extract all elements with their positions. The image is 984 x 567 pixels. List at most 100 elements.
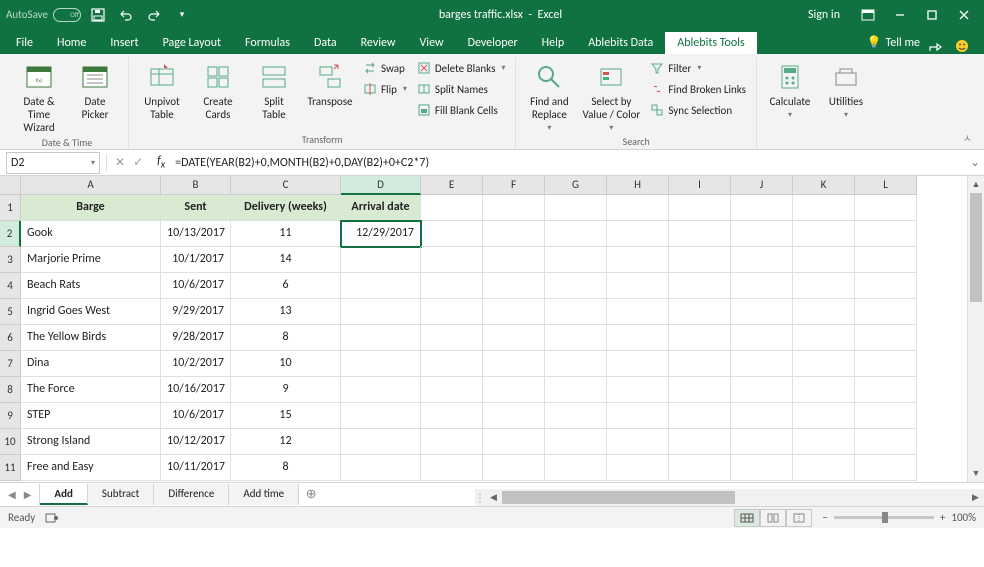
cell-empty[interactable]: [483, 273, 545, 299]
cancel-fx-icon[interactable]: ✕: [115, 155, 125, 170]
cell[interactable]: STEP: [21, 403, 161, 429]
cell[interactable]: 11: [231, 221, 341, 247]
cell[interactable]: 10/16/2017: [161, 377, 231, 403]
cell[interactable]: 8: [231, 325, 341, 351]
select-by-value-button[interactable]: Select by Value / Color▾: [580, 59, 642, 133]
undo-icon[interactable]: [115, 4, 137, 26]
select-all-corner[interactable]: [0, 176, 21, 195]
cell[interactable]: Gook: [21, 221, 161, 247]
cell-empty[interactable]: [483, 247, 545, 273]
cell[interactable]: [341, 247, 421, 273]
zoom-in-icon[interactable]: +: [940, 511, 945, 524]
cell-empty[interactable]: [855, 247, 917, 273]
cell-empty[interactable]: [669, 221, 731, 247]
cell-empty[interactable]: [669, 247, 731, 273]
cell[interactable]: 9: [231, 377, 341, 403]
delete-blanks-button[interactable]: Delete Blanks▾: [415, 59, 507, 77]
cell-empty[interactable]: [607, 377, 669, 403]
ribbon-options-icon[interactable]: [854, 2, 882, 28]
cell-empty[interactable]: [731, 299, 793, 325]
cell-empty[interactable]: [607, 247, 669, 273]
cell-empty[interactable]: [545, 195, 607, 221]
cell-empty[interactable]: [607, 403, 669, 429]
smiley-icon[interactable]: [954, 38, 980, 54]
add-sheet-icon[interactable]: ⊕: [299, 487, 323, 502]
autosave-switch[interactable]: Off: [53, 8, 81, 22]
cell-empty[interactable]: [793, 377, 855, 403]
col-header-G[interactable]: G: [545, 176, 607, 195]
cell-empty[interactable]: [731, 247, 793, 273]
cell-empty[interactable]: [483, 429, 545, 455]
cell[interactable]: 6: [231, 273, 341, 299]
tab-ablebits-tools[interactable]: Ablebits Tools: [665, 32, 756, 54]
cell-empty[interactable]: [793, 325, 855, 351]
col-header-H[interactable]: H: [607, 176, 669, 195]
cell-empty[interactable]: [731, 221, 793, 247]
cell-empty[interactable]: [545, 377, 607, 403]
cell-empty[interactable]: [731, 325, 793, 351]
cell[interactable]: 13: [231, 299, 341, 325]
cell-empty[interactable]: [421, 325, 483, 351]
cell-empty[interactable]: [855, 429, 917, 455]
cell-empty[interactable]: [483, 351, 545, 377]
find-replace-button[interactable]: Find and Replace▾: [524, 59, 574, 133]
sheet-tab-add-time[interactable]: Add time: [229, 484, 299, 505]
tab-formulas[interactable]: Formulas: [233, 32, 302, 54]
row-header-8[interactable]: 8: [0, 377, 21, 403]
create-cards-button[interactable]: Create Cards: [193, 59, 243, 121]
cell[interactable]: [341, 351, 421, 377]
cell[interactable]: 9/28/2017: [161, 325, 231, 351]
cell-empty[interactable]: [545, 455, 607, 481]
cell-empty[interactable]: [483, 377, 545, 403]
cell-empty[interactable]: [483, 299, 545, 325]
cell-empty[interactable]: [793, 195, 855, 221]
cell[interactable]: 8: [231, 455, 341, 481]
cell-empty[interactable]: [669, 455, 731, 481]
cell-empty[interactable]: [483, 221, 545, 247]
cell-empty[interactable]: [855, 299, 917, 325]
formula-input[interactable]: =DATE(YEAR(B2)+0,MONTH(B2)+0,DAY(B2)+0+C…: [171, 156, 966, 170]
cell-empty[interactable]: [793, 403, 855, 429]
cell-empty[interactable]: [607, 299, 669, 325]
sheet-tab-add[interactable]: Add: [40, 484, 87, 505]
tab-data[interactable]: Data: [302, 32, 349, 54]
cell-empty[interactable]: [669, 299, 731, 325]
cell-empty[interactable]: [545, 299, 607, 325]
cell-empty[interactable]: [483, 195, 545, 221]
cell[interactable]: Strong Island: [21, 429, 161, 455]
cell-empty[interactable]: [421, 455, 483, 481]
col-header-E[interactable]: E: [421, 176, 483, 195]
cell-header[interactable]: Sent: [161, 195, 231, 221]
fill-blanks-button[interactable]: Fill Blank Cells: [415, 101, 507, 119]
cell[interactable]: Marjorie Prime: [21, 247, 161, 273]
cell-empty[interactable]: [669, 195, 731, 221]
tab-ablebits-data[interactable]: Ablebits Data: [576, 32, 665, 54]
flip-button[interactable]: Flip▾: [361, 80, 409, 98]
tab-view[interactable]: View: [408, 32, 456, 54]
col-header-F[interactable]: F: [483, 176, 545, 195]
date-picker-button[interactable]: Date Picker: [70, 59, 120, 121]
minimize-icon[interactable]: [886, 2, 914, 28]
row-header-9[interactable]: 9: [0, 403, 21, 429]
cell-empty[interactable]: [483, 325, 545, 351]
cell[interactable]: [341, 299, 421, 325]
sign-in-link[interactable]: Sign in: [808, 8, 840, 22]
cells-grid[interactable]: ABCDEFGHIJKL 1234567891011 BargeSentDeli…: [0, 176, 984, 482]
fx-icon[interactable]: fx: [157, 154, 165, 170]
calculate-button[interactable]: Calculate▾: [765, 59, 815, 120]
cell-empty[interactable]: [793, 299, 855, 325]
cell-empty[interactable]: [855, 325, 917, 351]
col-header-J[interactable]: J: [731, 176, 793, 195]
cell-empty[interactable]: [669, 403, 731, 429]
row-header-1[interactable]: 1: [0, 195, 21, 221]
tab-review[interactable]: Review: [349, 32, 408, 54]
col-header-C[interactable]: C: [231, 176, 341, 195]
cell[interactable]: [341, 429, 421, 455]
share-icon[interactable]: [928, 40, 954, 54]
cell-empty[interactable]: [607, 221, 669, 247]
cell-empty[interactable]: [793, 351, 855, 377]
maximize-icon[interactable]: [918, 2, 946, 28]
cell-empty[interactable]: [855, 403, 917, 429]
cell[interactable]: [341, 403, 421, 429]
tab-file[interactable]: File: [4, 32, 45, 54]
